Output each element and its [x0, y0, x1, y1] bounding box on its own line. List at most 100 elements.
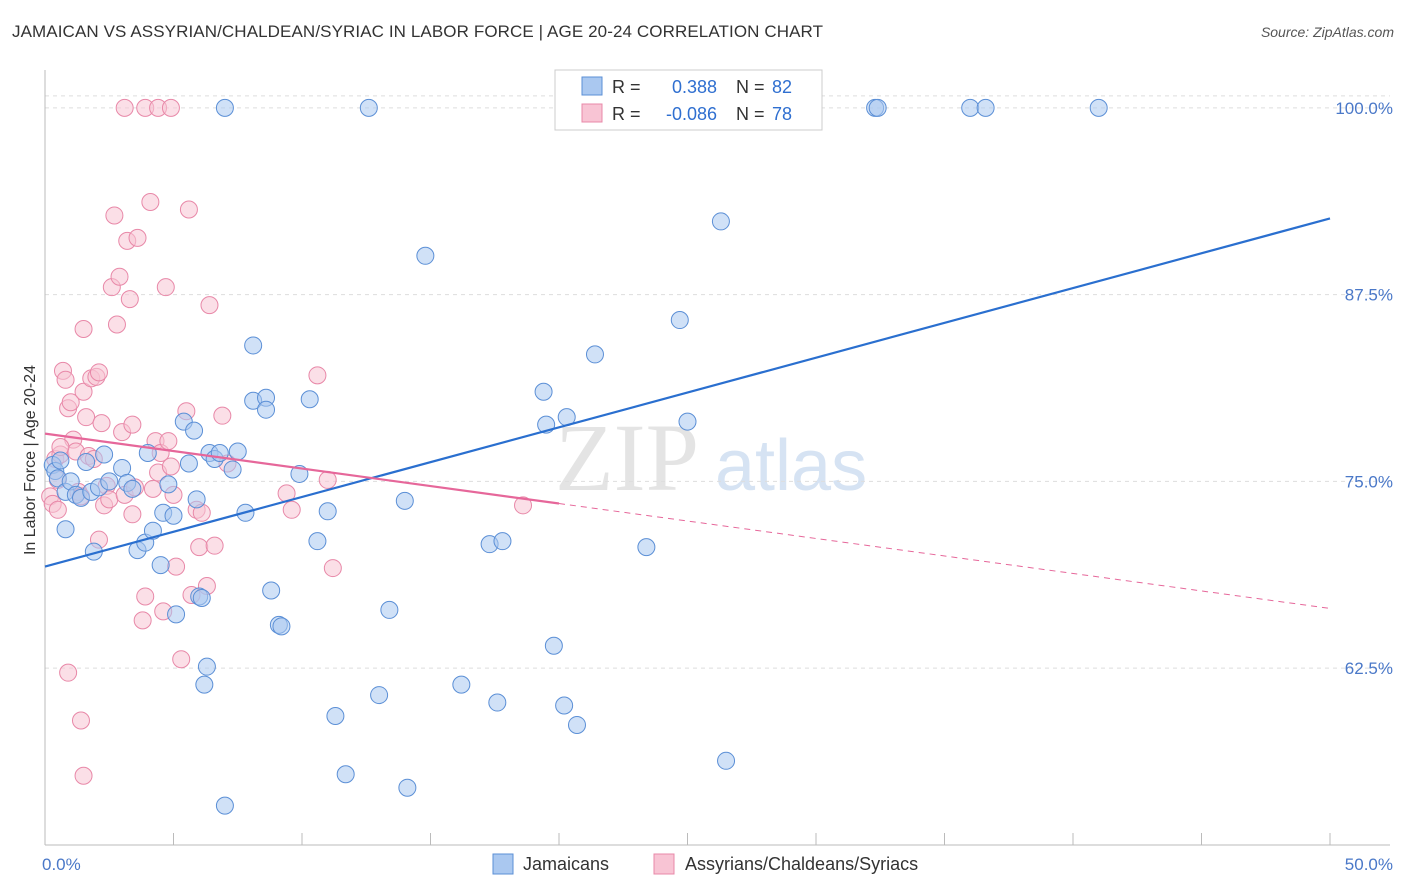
assyrians-point-49	[167, 557, 186, 576]
jamaicans-point-64	[555, 696, 574, 715]
jamaicans-point-56	[416, 246, 435, 265]
chart-title: JAMAICAN VS ASSYRIAN/CHALDEAN/SYRIAC IN …	[12, 22, 824, 41]
jamaicans-point-53	[370, 686, 389, 705]
assyrians-point-55	[190, 538, 209, 557]
jamaicans-trend-line	[44, 217, 1331, 568]
jamaicans-point-13	[95, 445, 114, 464]
jamaicans-point-23	[159, 475, 178, 494]
assyrians-point-29	[110, 267, 129, 286]
jamaicans-point-83	[336, 765, 355, 784]
jamaicans-point-11	[77, 452, 96, 471]
assyrians-point-58	[200, 296, 219, 315]
jamaicans-point-21	[151, 556, 170, 575]
y-axis-label: In Labor Force | Age 20-24	[22, 365, 39, 555]
assyrians-point-69	[71, 711, 90, 730]
legend-jamaicans-label: Jamaicans	[523, 854, 609, 874]
jamaicans-point-67	[585, 345, 604, 364]
jamaicans-point-52	[359, 98, 378, 117]
correlation-legend: R = 0.388 N = 82 R = -0.086 N = 78	[554, 69, 823, 131]
y-tick-label-1: 75.0%	[1345, 472, 1393, 491]
jamaicans-point-82	[215, 796, 234, 815]
legend-r-value-1: 0.388	[672, 77, 717, 97]
y-tick-label-3: 100.0%	[1335, 99, 1393, 118]
jamaicans-point-32	[197, 657, 216, 676]
jamaicans-point-55	[395, 491, 414, 510]
jamaicans-point-3	[51, 451, 70, 470]
assyrians-point-37	[133, 611, 152, 630]
legend-n-label-1: N =	[736, 77, 765, 97]
jamaicans-point-33	[195, 675, 214, 694]
assyrians-point-28	[107, 315, 126, 334]
jamaicans-point-57	[452, 675, 471, 694]
assyrians-point-27	[105, 206, 124, 225]
assyrians-point-67	[514, 496, 533, 515]
jamaicans-point-69	[670, 311, 689, 330]
jamaicans-point-76	[868, 98, 887, 117]
assyrians-trend-line-solid	[44, 432, 560, 505]
assyrians-point-22	[92, 414, 111, 433]
jamaicans-point-81	[215, 98, 234, 117]
jamaicans-point-63	[544, 636, 563, 655]
source-attribution: Source: ZipAtlas.com	[1260, 24, 1394, 40]
legend-assyrians-label: Assyrians/Chaldeans/Syriacs	[685, 854, 918, 874]
legend-r-value-2: -0.086	[666, 104, 717, 124]
jamaicans-point-28	[185, 421, 204, 440]
jamaicans-point-31	[192, 588, 211, 607]
legend-assyrians-swatch	[653, 853, 675, 875]
assyrians-point-47	[161, 457, 180, 476]
jamaicans-point-66	[567, 715, 586, 734]
x-tick-label-0: 0.0%	[42, 855, 81, 874]
jamaicans-point-78	[976, 98, 995, 117]
series-legend: Jamaicans Assyrians/Chaldeans/Syriacs	[492, 853, 918, 875]
assyrians-point-36	[128, 228, 147, 247]
assyrians-point-76	[123, 505, 142, 524]
assyrians-point-7	[56, 370, 75, 389]
jamaicans-point-37	[223, 460, 242, 479]
watermark-zip: ZIP	[555, 404, 699, 511]
assyrians-point-33	[120, 290, 139, 309]
assyrians-point-34	[123, 415, 142, 434]
assyrians-point-9	[61, 393, 80, 412]
assyrians-point-40	[143, 479, 162, 498]
jamaicans-point-77	[961, 98, 980, 117]
x-tick-label-1: 50.0%	[1345, 855, 1393, 874]
legend-jamaicans-swatch	[492, 853, 514, 875]
jamaicans-point-25	[167, 605, 186, 624]
watermark-atlas: atlas	[715, 426, 867, 506]
jamaicans-point-84	[398, 778, 417, 797]
jamaicans-point-43	[257, 400, 276, 419]
assyrians-point-46	[159, 432, 178, 451]
assyrians-point-4	[48, 500, 67, 519]
y-tick-label-0: 62.5%	[1345, 659, 1393, 678]
legend-n-value-2: 78	[772, 104, 792, 124]
assyrians-point-21	[89, 363, 108, 382]
jamaicans-point-17	[123, 479, 142, 498]
legend-n-label-2: N =	[736, 104, 765, 124]
jamaicans-point-72	[717, 751, 736, 770]
jamaicans-point-71	[711, 212, 730, 231]
jamaicans-point-60	[488, 693, 507, 712]
assyrians-point-66	[323, 559, 342, 578]
assyrians-point-50	[172, 650, 191, 669]
jamaicans-point-24	[164, 506, 183, 525]
legend-swatch-blue	[581, 76, 603, 96]
jamaicans-point-50	[318, 502, 337, 521]
assyrians-point-14	[74, 320, 93, 339]
y-tick-label-2: 87.5%	[1345, 286, 1393, 305]
jamaicans-point-40	[244, 336, 263, 355]
jamaicans-point-68	[637, 538, 656, 557]
assyrians-point-59	[205, 536, 224, 555]
legend-r-label-2: R =	[612, 104, 641, 124]
jamaicans-point-54	[380, 600, 399, 619]
assyrians-point-39	[141, 193, 160, 212]
jamaicans-point-59	[493, 532, 512, 551]
jamaicans-point-15	[113, 458, 132, 477]
series-jamaicans-points	[43, 98, 1108, 815]
assyrians-point-74	[161, 98, 180, 117]
jamaicans-point-62	[534, 382, 553, 401]
trend-lines	[44, 217, 1331, 609]
jamaicans-point-48	[300, 390, 319, 409]
axes	[44, 70, 1390, 846]
jamaicans-point-27	[179, 454, 198, 473]
